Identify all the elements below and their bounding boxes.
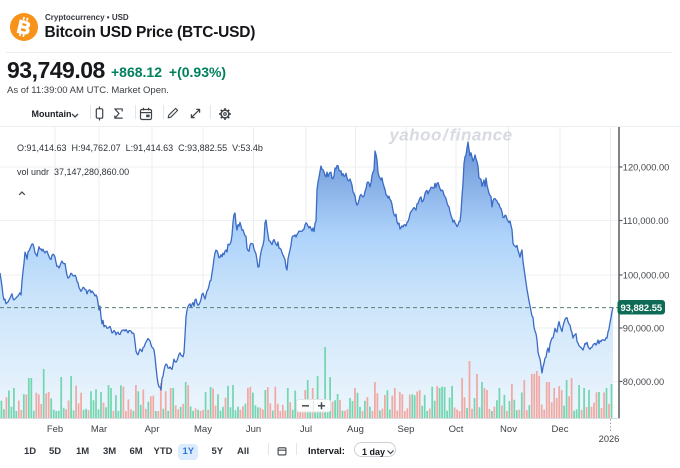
svg-text:Jun: Jun <box>246 424 261 435</box>
svg-text:90,000.00: 90,000.00 <box>623 323 664 333</box>
svg-text:Nov: Nov <box>500 424 517 435</box>
svg-text:Aug: Aug <box>347 424 364 435</box>
svg-text:2026: 2026 <box>599 434 620 444</box>
svg-text:Sep: Sep <box>398 424 415 435</box>
svg-text:Mar: Mar <box>91 424 107 435</box>
svg-text:80,000.00: 80,000.00 <box>623 377 664 387</box>
svg-text:May: May <box>194 424 212 435</box>
svg-text:Apr: Apr <box>145 424 160 435</box>
svg-text:120,000.00: 120,000.00 <box>623 162 670 172</box>
svg-text:Oct: Oct <box>449 424 464 435</box>
svg-text:Jul: Jul <box>300 424 312 435</box>
svg-text:93,882.55: 93,882.55 <box>620 302 662 313</box>
svg-text:yahoo/finance: yahoo/finance <box>388 127 512 145</box>
svg-text:Feb: Feb <box>47 424 63 435</box>
svg-text:110,000.00: 110,000.00 <box>623 216 669 226</box>
svg-text:Dec: Dec <box>552 424 569 435</box>
svg-text:100,000.00: 100,000.00 <box>623 270 670 280</box>
svg-text:B: B <box>15 16 33 39</box>
